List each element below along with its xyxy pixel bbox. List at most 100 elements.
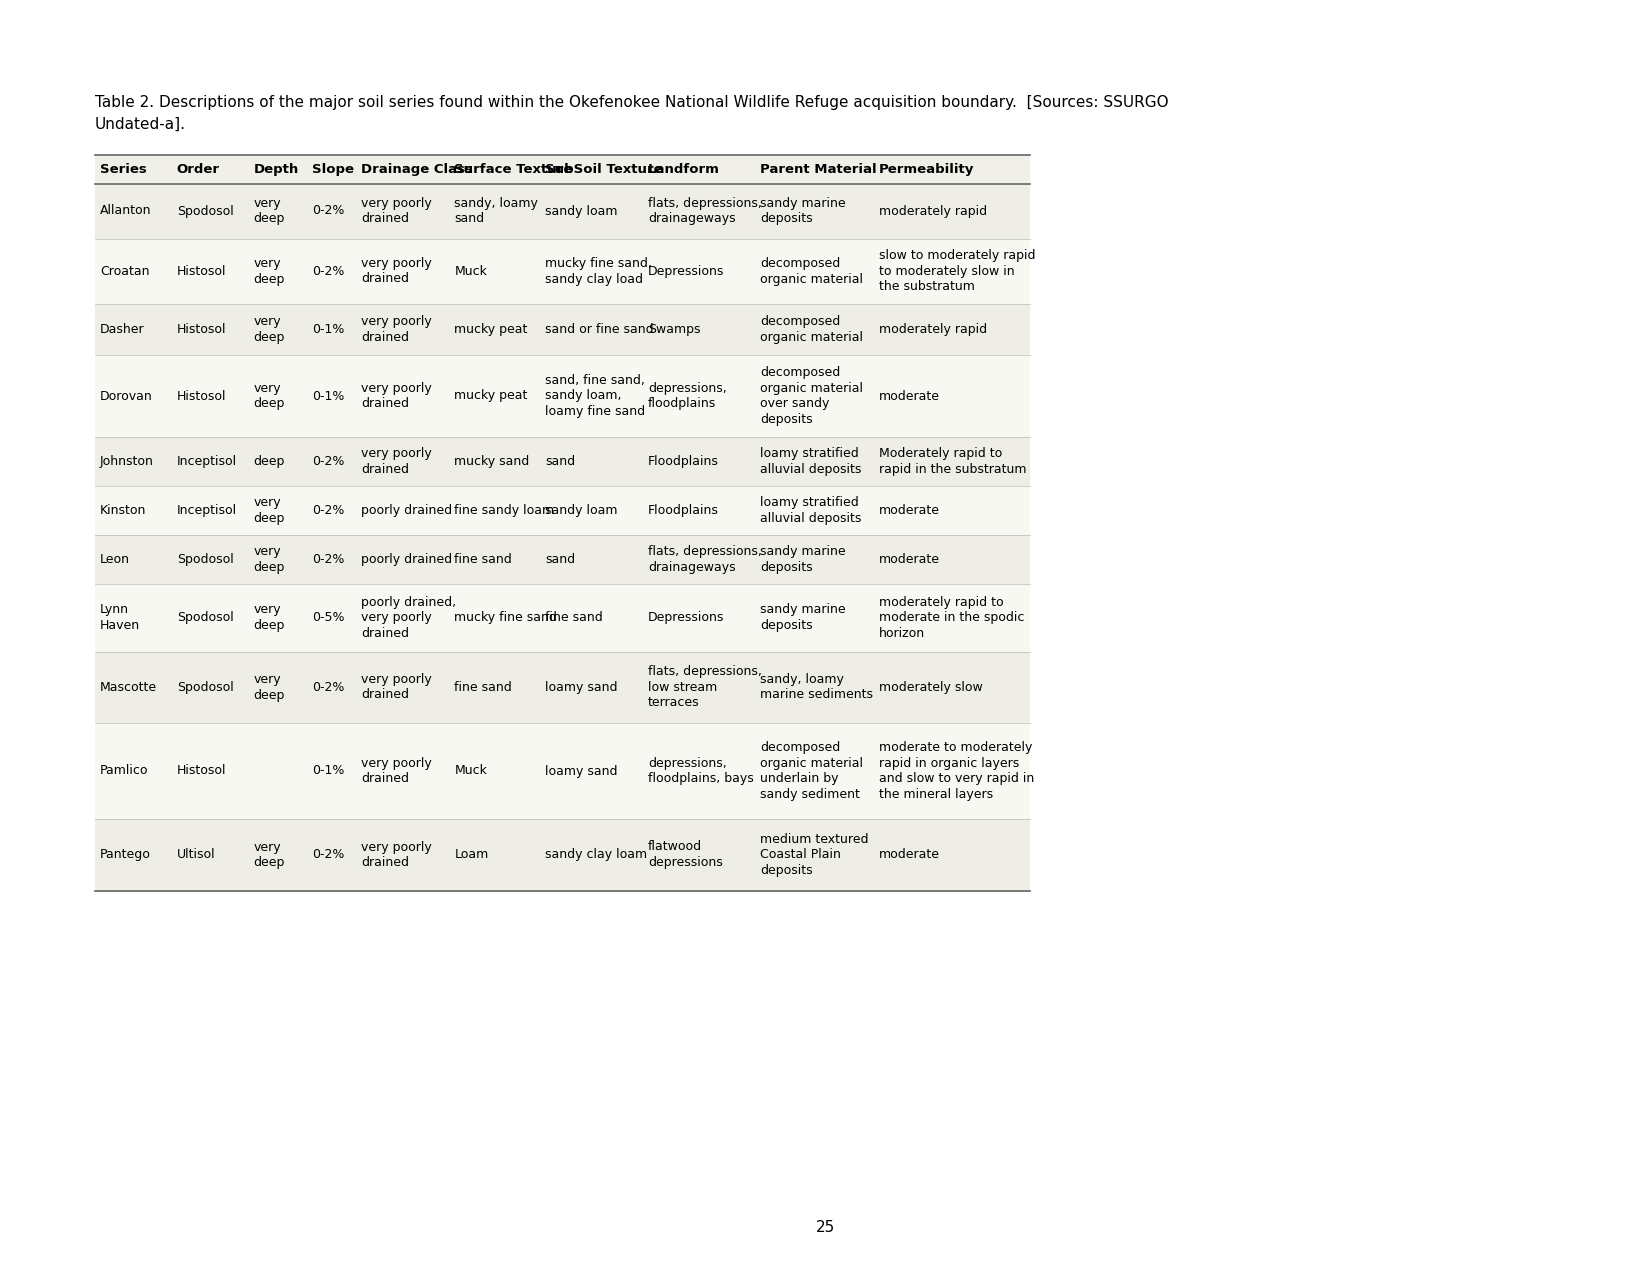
Text: loamy stratified
alluvial deposits: loamy stratified alluvial deposits [759, 448, 862, 476]
Text: flats, depressions,
low stream
terraces: flats, depressions, low stream terraces [647, 666, 761, 709]
Text: depressions,
floodplains, bays: depressions, floodplains, bays [647, 757, 753, 785]
Text: Ultisol: Ultisol [177, 848, 215, 861]
Bar [96, 354, 1030, 437]
Text: Leon: Leon [101, 553, 130, 566]
Text: 0-2%: 0-2% [312, 204, 345, 218]
Text: Floodplains: Floodplains [647, 455, 718, 468]
Text: mucky peat: mucky peat [454, 323, 528, 337]
Text: sand: sand [545, 455, 575, 468]
Text: medium textured
Coastal Plain
deposits: medium textured Coastal Plain deposits [759, 833, 868, 877]
Text: Histosol: Histosol [177, 765, 226, 778]
Text: very
deep: very deep [253, 315, 284, 344]
Text: Histosol: Histosol [177, 323, 226, 337]
Text: moderately rapid to
moderate in the spodic
horizon: moderately rapid to moderate in the spod… [878, 595, 1024, 640]
Text: Inceptisol: Inceptisol [177, 455, 236, 468]
Text: Inceptisol: Inceptisol [177, 504, 236, 516]
Text: very
deep: very deep [253, 496, 284, 525]
Text: deep: deep [253, 455, 284, 468]
Bar [96, 819, 1030, 890]
Text: sandy, loamy
marine sediments: sandy, loamy marine sediments [759, 673, 873, 701]
Text: sandy loam: sandy loam [545, 204, 617, 218]
Text: fine sandy loam: fine sandy loam [454, 504, 555, 516]
Text: Pantego: Pantego [101, 848, 150, 861]
Text: sand: sand [545, 553, 575, 566]
Text: Depth: Depth [253, 163, 299, 176]
Text: sandy marine
deposits: sandy marine deposits [759, 196, 845, 226]
Text: mucky fine sand,
sandy clay load: mucky fine sand, sandy clay load [545, 258, 652, 286]
Text: moderate to moderately
rapid in organic layers
and slow to very rapid in
the min: moderate to moderately rapid in organic … [878, 741, 1034, 801]
Text: Allanton: Allanton [101, 204, 152, 218]
Text: decomposed
organic material: decomposed organic material [759, 315, 863, 344]
Text: very poorly
drained: very poorly drained [362, 840, 431, 870]
Text: Johnston: Johnston [101, 455, 154, 468]
Text: Spodosol: Spodosol [177, 204, 233, 218]
Text: very poorly
drained: very poorly drained [362, 315, 431, 344]
Text: 0-1%: 0-1% [312, 389, 345, 403]
Bar [96, 184, 1030, 238]
Text: 0-2%: 0-2% [312, 848, 345, 861]
Text: mucky sand: mucky sand [454, 455, 530, 468]
Text: very
deep: very deep [253, 196, 284, 226]
Text: very
deep: very deep [253, 546, 284, 574]
Text: Depressions: Depressions [647, 611, 725, 625]
Text: sandy clay loam: sandy clay loam [545, 848, 647, 861]
Bar [96, 536, 1030, 584]
Text: very
deep: very deep [253, 381, 284, 411]
Text: Permeability: Permeability [878, 163, 974, 176]
Text: loamy stratified
alluvial deposits: loamy stratified alluvial deposits [759, 496, 862, 525]
Bar [96, 238, 1030, 303]
Text: flatwood
depressions: flatwood depressions [647, 840, 723, 870]
Text: Mascotte: Mascotte [101, 681, 157, 694]
Text: Pamlico: Pamlico [101, 765, 149, 778]
Text: sandy marine
deposits: sandy marine deposits [759, 603, 845, 632]
Text: Surface Texture: Surface Texture [454, 163, 573, 176]
Text: 0-2%: 0-2% [312, 681, 345, 694]
Text: moderately slow: moderately slow [878, 681, 982, 694]
Text: very poorly
drained: very poorly drained [362, 448, 431, 476]
Text: Landform: Landform [647, 163, 720, 176]
Text: fine sand: fine sand [545, 611, 603, 625]
Text: very
deep: very deep [253, 840, 284, 870]
Text: moderate: moderate [878, 504, 939, 516]
Text: fine sand: fine sand [454, 681, 512, 694]
Text: loamy sand: loamy sand [545, 765, 617, 778]
Text: 0-2%: 0-2% [312, 265, 345, 278]
Text: very poorly
drained: very poorly drained [362, 196, 431, 226]
Bar [96, 156, 1030, 184]
Text: moderate: moderate [878, 553, 939, 566]
Bar [96, 584, 1030, 652]
Text: moderate: moderate [878, 848, 939, 861]
Text: mucky peat: mucky peat [454, 389, 528, 403]
Text: Dorovan: Dorovan [101, 389, 154, 403]
Text: very poorly
drained: very poorly drained [362, 673, 431, 701]
Text: flats, depressions,
drainageways: flats, depressions, drainageways [647, 196, 761, 226]
Text: moderately rapid: moderately rapid [878, 323, 987, 337]
Text: Kinston: Kinston [101, 504, 147, 516]
Text: Muck: Muck [454, 265, 487, 278]
Text: moderate: moderate [878, 389, 939, 403]
Text: Series: Series [101, 163, 147, 176]
Text: mucky fine sand: mucky fine sand [454, 611, 558, 625]
Text: poorly drained: poorly drained [362, 504, 452, 516]
Text: moderately rapid: moderately rapid [878, 204, 987, 218]
Text: 0-2%: 0-2% [312, 455, 345, 468]
Text: Lynn
Haven: Lynn Haven [101, 603, 140, 632]
Text: very
deep: very deep [253, 258, 284, 286]
Text: Spodosol: Spodosol [177, 611, 233, 625]
Text: Table 2. Descriptions of the major soil series found within the Okefenokee Natio: Table 2. Descriptions of the major soil … [96, 96, 1169, 110]
Text: flats, depressions,
drainageways: flats, depressions, drainageways [647, 546, 761, 574]
Bar [96, 652, 1030, 723]
Text: slow to moderately rapid
to moderately slow in
the substratum: slow to moderately rapid to moderately s… [878, 249, 1035, 293]
Text: Spodosol: Spodosol [177, 681, 233, 694]
Bar [96, 486, 1030, 536]
Text: Slope: Slope [312, 163, 355, 176]
Text: Moderately rapid to
rapid in the substratum: Moderately rapid to rapid in the substra… [878, 448, 1027, 476]
Text: Histosol: Histosol [177, 265, 226, 278]
Text: poorly drained: poorly drained [362, 553, 452, 566]
Text: fine sand: fine sand [454, 553, 512, 566]
Text: Parent Material: Parent Material [759, 163, 877, 176]
Text: very poorly
drained: very poorly drained [362, 258, 431, 286]
Bar [96, 437, 1030, 486]
Text: 0-1%: 0-1% [312, 765, 345, 778]
Text: poorly drained,
very poorly
drained: poorly drained, very poorly drained [362, 595, 456, 640]
